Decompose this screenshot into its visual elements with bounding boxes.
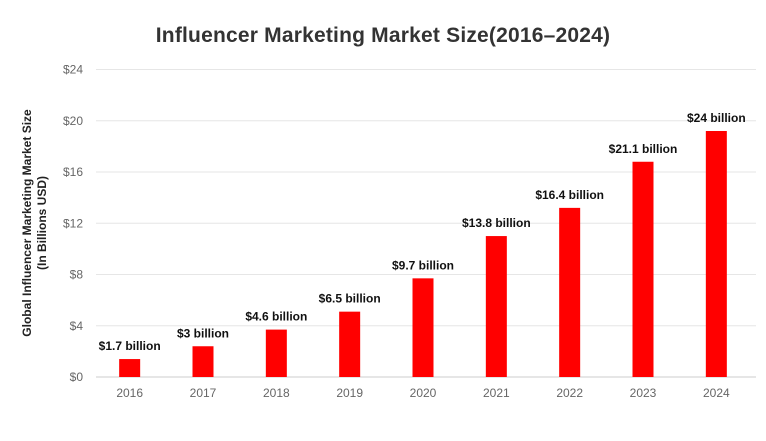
y-tick-label: $24 — [63, 63, 83, 77]
x-tick-label: 2022 — [556, 386, 583, 400]
x-tick-label: 2024 — [703, 386, 730, 400]
chart-title: Influencer Marketing Market Size(2016–20… — [155, 24, 611, 47]
x-tick-label: 2016 — [116, 386, 143, 400]
y-axis-label-units: (In Billions USD) — [35, 176, 49, 270]
data-label: $13.8 billion — [462, 216, 531, 230]
data-label: $4.6 billion — [245, 310, 307, 324]
x-tick-label: 2019 — [336, 386, 363, 400]
data-label: $9.7 billion — [392, 258, 454, 272]
bar — [265, 329, 287, 377]
x-tick-label: 2018 — [263, 386, 290, 400]
data-label: $21.1 billion — [609, 142, 678, 156]
y-tick-label: $8 — [70, 268, 84, 282]
x-tick-label: 2023 — [630, 386, 657, 400]
bar — [559, 207, 581, 377]
bar — [192, 346, 214, 377]
bar — [119, 359, 141, 377]
x-tick-label: 2021 — [483, 386, 510, 400]
x-tick-label: 2017 — [190, 386, 217, 400]
x-tick-label: 2020 — [410, 386, 437, 400]
data-label: $6.5 billion — [319, 292, 381, 306]
y-tick-label: $20 — [63, 114, 83, 128]
bar — [705, 131, 727, 377]
bar — [485, 236, 507, 377]
data-label: $16.4 billion — [535, 188, 604, 202]
bar — [632, 161, 654, 377]
data-label: $3 billion — [177, 326, 229, 340]
y-tick-label: $4 — [70, 319, 84, 333]
data-label: $24 billion — [687, 111, 746, 125]
y-tick-label: $0 — [70, 370, 84, 384]
y-axis-label: Global Influencer Marketing Market Size — [20, 109, 34, 337]
y-tick-label: $12 — [63, 216, 83, 230]
bar — [412, 278, 434, 377]
bar — [339, 311, 361, 377]
data-label: $1.7 billion — [99, 339, 161, 353]
y-tick-label: $16 — [63, 165, 83, 179]
